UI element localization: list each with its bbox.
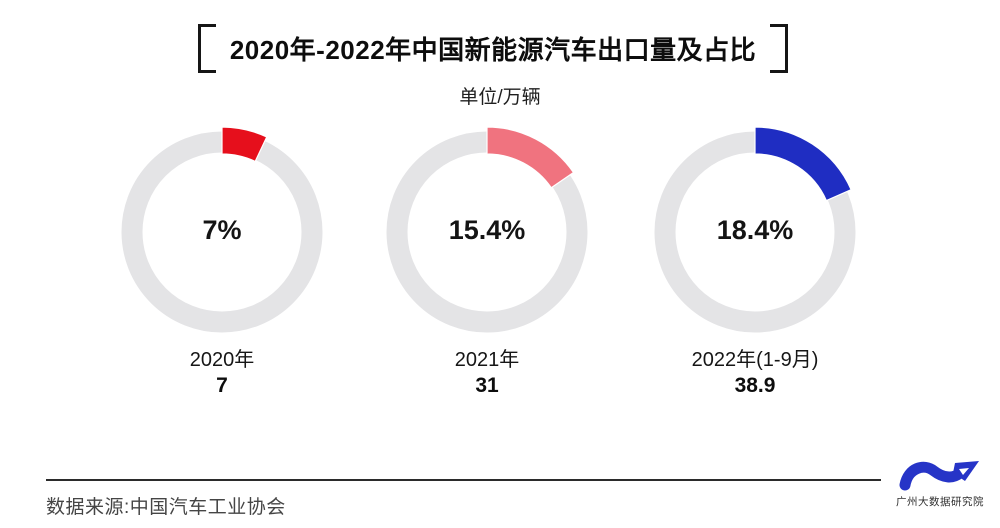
donut-svg-2022 xyxy=(654,126,856,333)
donut-chart-2020: 7% 2020年 7 xyxy=(87,126,357,398)
donut-ring-2020: 7% xyxy=(116,126,328,338)
value-label: 7 xyxy=(216,374,228,397)
donut-svg-2020 xyxy=(121,126,323,333)
donut-ring-2021: 15.4% xyxy=(381,126,593,338)
category-label: 2022年(1-9月) xyxy=(691,349,819,371)
chart-title-box: 2020年-2022年中国新能源汽车出口量及占比 xyxy=(198,24,788,73)
value-label: 38.9 xyxy=(734,374,776,397)
donut-chart-2022: 18.4% 2022年(1-9月) 38.9 xyxy=(620,126,890,398)
publisher-logo: 广州大数据研究院 xyxy=(890,456,990,509)
category-label: 2020年 xyxy=(189,349,255,371)
logo-wave-icon xyxy=(899,461,979,491)
title-bracket-right xyxy=(770,24,788,73)
chart-title: 2020年-2022年中国新能源汽车出口量及占比 xyxy=(229,35,757,65)
data-source-text: 数据来源:中国汽车工业协会 xyxy=(46,497,286,518)
logo-text: 广州大数据研究院 xyxy=(896,496,984,508)
category-label: 2021年 xyxy=(454,349,520,371)
title-bracket-left xyxy=(198,24,216,73)
donut-percent-label: 18.4% xyxy=(716,215,794,245)
donut-percent-label: 7% xyxy=(202,215,242,245)
value-label: 31 xyxy=(475,374,499,397)
donut-chart-2021: 15.4% 2021年 31 xyxy=(352,126,622,398)
footer-divider xyxy=(46,479,881,481)
donut-svg-2021 xyxy=(386,126,588,333)
donut-percent-label: 15.4% xyxy=(448,215,526,245)
donut-ring-2022: 18.4% xyxy=(649,126,861,338)
unit-label: 单位/万辆 xyxy=(459,87,541,108)
